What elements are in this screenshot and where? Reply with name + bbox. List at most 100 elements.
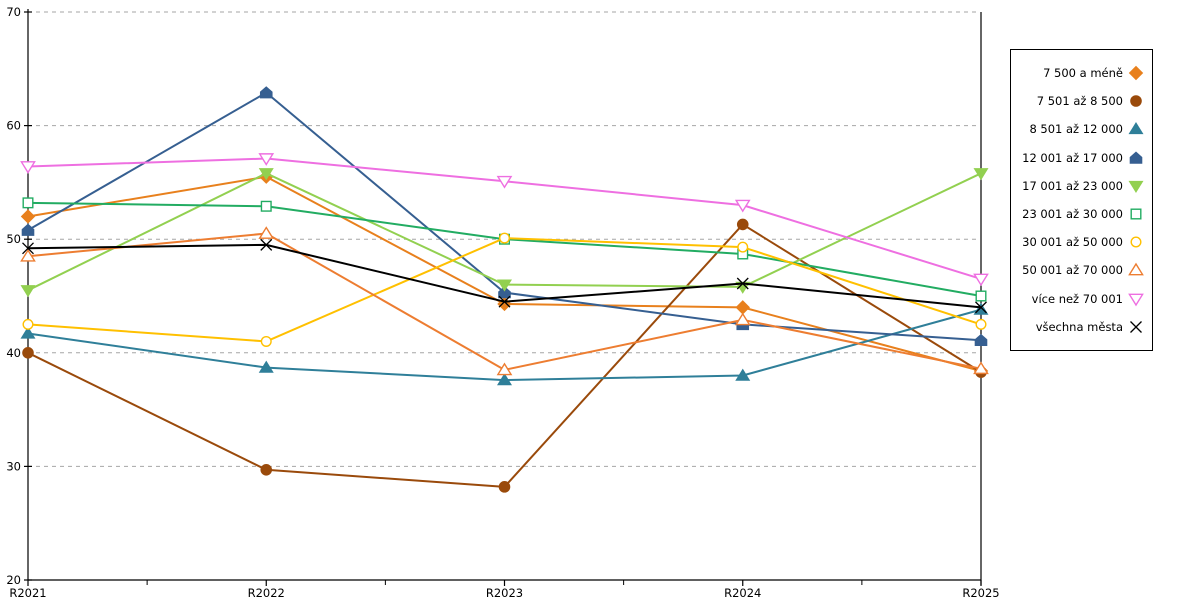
data-point-marker [1130, 236, 1142, 248]
data-point-marker [973, 168, 989, 181]
diamond-legend-marker-icon [1128, 65, 1144, 81]
y-tick-label: 20 [6, 573, 21, 587]
data-point-marker [258, 360, 274, 373]
legend-item: 7 500 a méně [1015, 65, 1144, 81]
data-point-marker [260, 200, 272, 212]
legend-label: 17 001 až 23 000 [1022, 178, 1123, 193]
data-point-marker [974, 333, 988, 347]
legend-item: 17 001 až 23 000 [1015, 178, 1144, 194]
legend-item: 50 001 až 70 000 [1015, 262, 1144, 278]
data-point-marker [734, 312, 751, 326]
data-point-marker [498, 295, 511, 308]
circle-legend-marker-icon [1130, 95, 1142, 108]
data-point-marker [1130, 95, 1142, 108]
series-line [27, 223, 982, 488]
triangle-up-legend-marker-icon [1128, 122, 1144, 135]
legend-label: 7 500 a méně [1043, 66, 1123, 81]
data-point-marker [1128, 65, 1144, 81]
data-point-marker [260, 464, 273, 476]
data-point-marker [973, 273, 989, 287]
legend-item: 12 001 až 17 000 [1015, 150, 1144, 166]
data-point-marker [1128, 263, 1144, 276]
series-9 [22, 238, 987, 314]
data-point-marker [22, 318, 34, 330]
data-point-marker [735, 368, 751, 381]
data-point-marker [735, 300, 750, 315]
data-point-marker [496, 175, 513, 189]
data-point-marker [973, 302, 989, 315]
x-legend-marker-icon [1130, 320, 1142, 333]
data-point-marker [736, 218, 749, 231]
data-point-marker [1130, 208, 1142, 220]
data-point-marker [975, 290, 987, 302]
data-point-marker [1128, 180, 1144, 193]
y-tick-label: 60 [6, 119, 21, 133]
data-point-marker [1130, 320, 1142, 333]
data-point-marker [497, 296, 512, 312]
chart-legend: 7 500 a méně 7 501 až 8 500 8 501 až 12 00… [1010, 49, 1153, 351]
triangle-down-legend-marker-icon [1128, 293, 1144, 306]
data-point-marker [497, 279, 512, 292]
data-point-marker [258, 153, 275, 166]
circle-legend-marker-icon [1130, 236, 1142, 248]
x-tick-label: R2022 [248, 586, 285, 600]
triangle-up-legend-marker-icon [1128, 263, 1144, 276]
data-point-marker [497, 373, 512, 386]
legend-label: 50 001 až 70 000 [1022, 263, 1123, 278]
y-tick-label: 30 [6, 459, 21, 473]
legend-label: 7 501 až 8 500 [1036, 94, 1123, 109]
data-point-marker [258, 168, 274, 181]
data-point-marker [260, 335, 272, 347]
legend-item: 30 001 až 50 000 [1015, 234, 1144, 250]
x-tick-label: R2023 [486, 586, 523, 600]
series-0 [20, 169, 989, 379]
data-point-marker [975, 318, 987, 330]
data-point-marker [736, 277, 749, 290]
series-8 [20, 153, 989, 287]
data-point-marker [975, 301, 987, 314]
y-tick-label: 40 [6, 346, 21, 360]
data-point-marker [737, 241, 749, 253]
y-tick-label: 50 [6, 232, 21, 246]
data-point-marker [1128, 293, 1144, 306]
data-point-marker [1128, 122, 1144, 135]
data-point-marker [22, 242, 34, 255]
legend-label: 12 001 až 17 000 [1022, 150, 1123, 165]
legend-label: více než 70 001 [1031, 291, 1123, 306]
data-point-marker [22, 347, 34, 359]
data-point-marker [21, 223, 35, 236]
data-point-marker [496, 362, 513, 376]
data-point-marker [1129, 151, 1143, 164]
data-point-marker [259, 86, 273, 99]
legend-item: více než 70 001 [1015, 291, 1144, 307]
data-point-marker [258, 226, 275, 239]
series-4 [20, 168, 989, 298]
legend-item: 8 501 až 12 000 [1015, 121, 1144, 137]
x-tick-label: R2021 [9, 586, 46, 600]
x-tick-label: R2024 [724, 586, 761, 600]
square-legend-marker-icon [1130, 208, 1142, 220]
legend-item: všechna města [1015, 319, 1144, 335]
data-point-marker [20, 285, 36, 298]
data-point-marker [734, 199, 751, 213]
pentagon-legend-marker-icon [1129, 151, 1143, 164]
legend-label: 8 501 až 12 000 [1029, 122, 1123, 137]
data-point-marker [498, 481, 511, 493]
series-1 [22, 218, 987, 493]
data-point-marker [499, 232, 511, 244]
y-tick-label: 70 [6, 5, 21, 19]
legend-label: všechna města [1035, 319, 1123, 334]
data-point-marker [20, 326, 36, 339]
series-7 [20, 226, 989, 376]
series-line [27, 172, 982, 292]
data-point-marker [973, 361, 989, 375]
data-point-marker [20, 161, 36, 174]
legend-item: 23 001 až 30 000 [1015, 206, 1144, 222]
x-tick-label: R2025 [962, 586, 999, 600]
data-point-marker [22, 197, 34, 209]
data-point-marker [20, 248, 36, 262]
legend-label: 30 001 až 50 000 [1022, 235, 1123, 250]
legend-item: 7 501 až 8 500 [1015, 93, 1144, 109]
